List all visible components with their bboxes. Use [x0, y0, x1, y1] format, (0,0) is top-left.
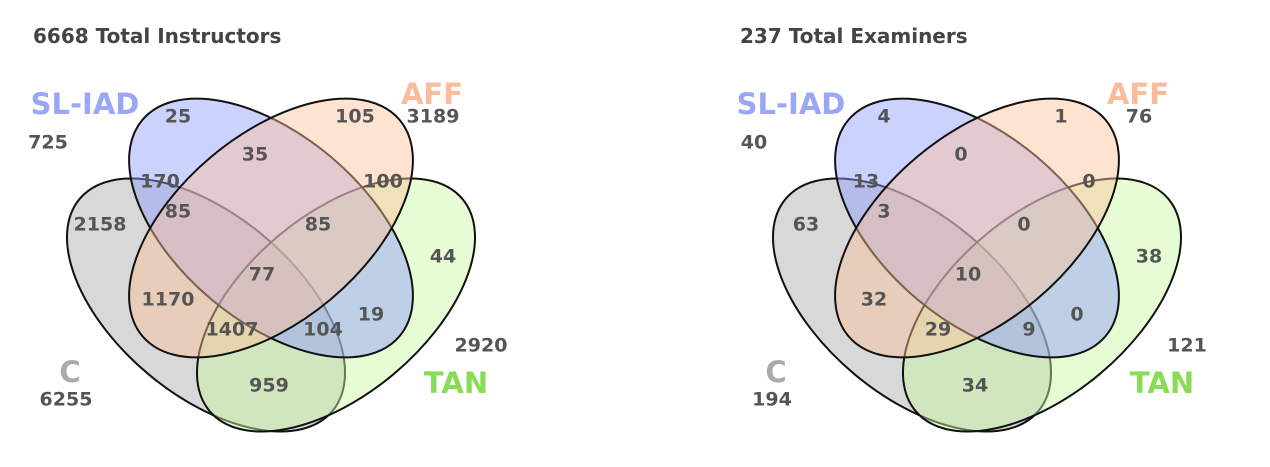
region-count-aff-c-tan: 29	[925, 319, 951, 341]
set-ellipse-c	[771, 177, 1053, 433]
examiners-title: 237 Total Examiners	[740, 24, 968, 48]
set-label-c: C	[59, 355, 80, 389]
set-total-aff: 3189	[407, 106, 460, 128]
region-count-sl-iad-c: 13	[853, 171, 879, 193]
set-ellipse-tan	[901, 177, 1183, 433]
region-count-sl-iad-tan: 0	[1070, 304, 1083, 326]
region-count-sl-iad-aff-c: 85	[165, 201, 191, 223]
region-count-sl-iad-tan: 19	[358, 304, 384, 326]
set-total-sl-iad: 40	[741, 132, 767, 154]
set-ellipse-sl-iad	[834, 97, 1120, 359]
set-total-sl-iad: 725	[28, 132, 68, 154]
set-ellipse-aff	[128, 97, 414, 359]
region-count-c-tan: 34	[962, 375, 988, 397]
region-count-sl-iad-aff-c-tan: 10	[955, 264, 981, 286]
set-total-tan: 121	[1167, 335, 1207, 357]
set-label-sl-iad: SL-IAD	[737, 87, 846, 121]
set-label-sl-iad: SL-IAD	[31, 87, 140, 121]
set-ellipse-aff	[834, 97, 1120, 359]
set-ellipse-tan	[195, 177, 477, 433]
region-count-aff: 1	[1054, 106, 1067, 128]
region-count-sl-iad-aff-tan: 85	[305, 214, 331, 236]
region-count-aff-tan: 0	[1082, 171, 1095, 193]
set-total-tan: 2920	[455, 335, 508, 357]
region-count-c: 2158	[74, 214, 127, 236]
region-count-sl-iad-aff: 0	[954, 144, 967, 166]
set-ellipse-c	[65, 177, 347, 433]
region-count-sl-iad: 25	[165, 106, 191, 128]
region-count-sl-iad-c-tan: 104	[303, 319, 343, 341]
region-count-c-tan: 959	[249, 375, 289, 397]
region-count-c: 63	[793, 214, 819, 236]
region-count-sl-iad-aff-tan: 0	[1017, 214, 1030, 236]
region-count-tan: 44	[430, 246, 456, 268]
region-count-aff-tan: 100	[363, 171, 403, 193]
region-count-sl-iad-c: 170	[140, 171, 180, 193]
region-count-sl-iad-c-tan: 9	[1022, 319, 1035, 341]
instructors-venn: 25 105 35 170 100 2158 85 85 44 77 1170 19 1407 104 95…	[28, 77, 508, 433]
region-count-aff-c: 1170	[142, 289, 195, 311]
set-label-aff: AFF	[1107, 77, 1169, 111]
region-count-sl-iad-aff-c: 3	[877, 201, 890, 223]
set-label-c: C	[765, 355, 786, 389]
set-total-aff: 76	[1126, 106, 1152, 128]
set-label-aff: AFF	[401, 77, 463, 111]
region-count-sl-iad-aff-c-tan: 77	[249, 264, 275, 286]
set-ellipse-sl-iad	[128, 97, 414, 359]
region-count-aff: 105	[335, 106, 375, 128]
instructors-title: 6668 Total Instructors	[33, 24, 282, 48]
region-count-aff-c: 32	[861, 289, 887, 311]
set-total-c: 6255	[40, 389, 93, 411]
set-label-tan: TAN	[424, 366, 488, 400]
set-total-c: 194	[752, 389, 792, 411]
region-count-sl-iad-aff: 35	[242, 144, 268, 166]
region-count-aff-c-tan: 1407	[206, 319, 259, 341]
region-count-sl-iad: 4	[877, 106, 890, 128]
set-label-tan: TAN	[1130, 366, 1194, 400]
region-count-tan: 38	[1136, 246, 1162, 268]
